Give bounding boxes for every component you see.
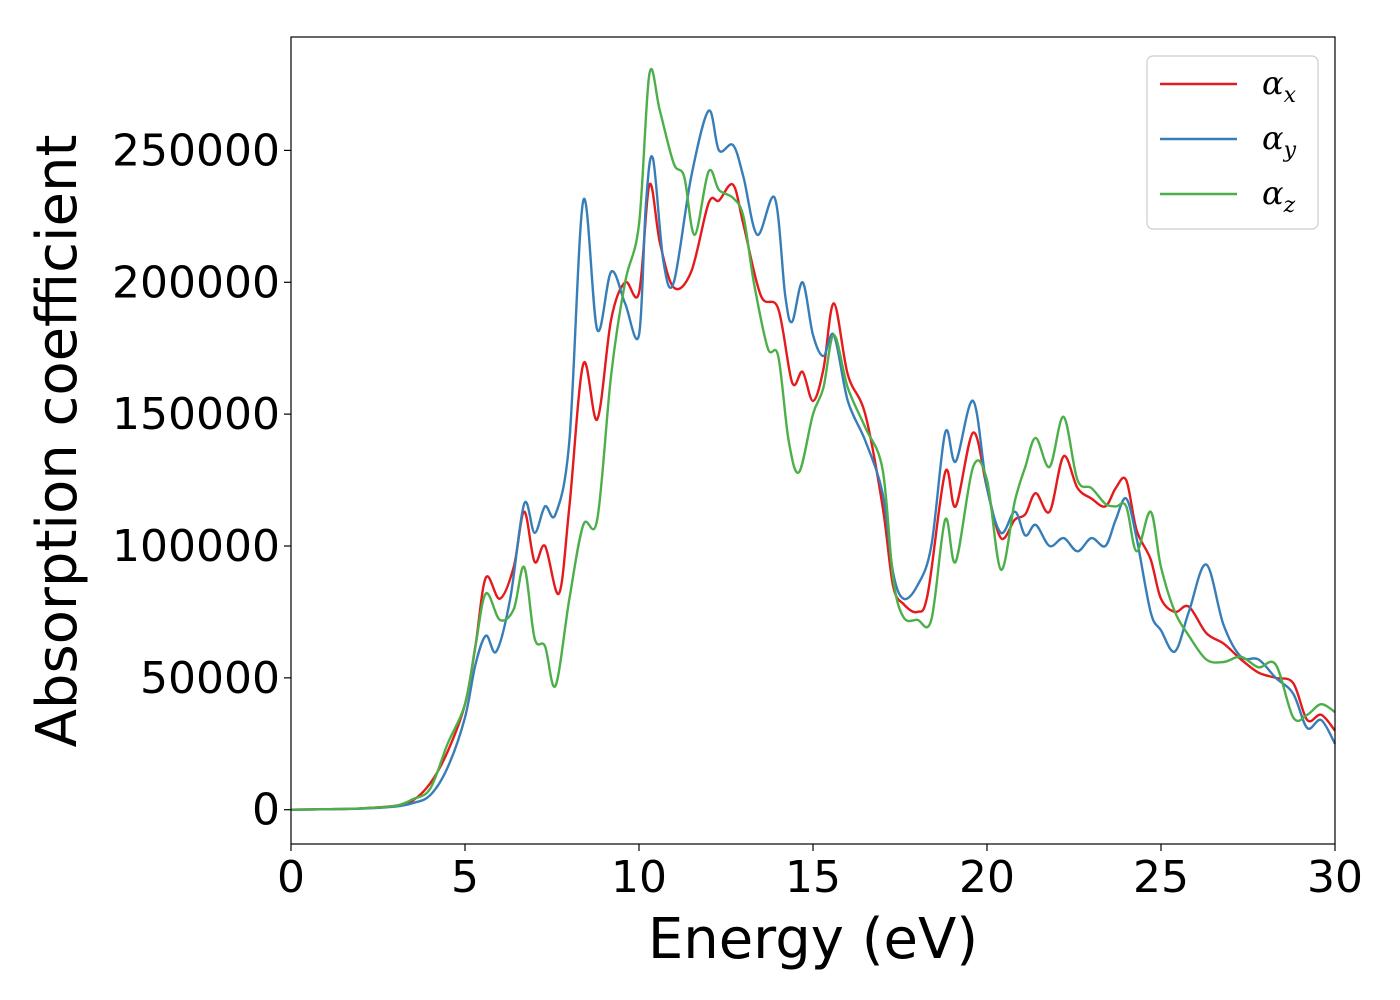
y-tick-label: 50000 xyxy=(140,653,280,704)
legend-label-x: αx xyxy=(1262,64,1297,108)
legend-label-y: αy xyxy=(1262,119,1297,163)
series-layer xyxy=(290,68,1337,811)
legend-items: αx αy αz xyxy=(1160,64,1297,218)
x-axis-ticks: 0 5 10 15 20 25 30 xyxy=(277,844,1363,903)
series-line-x xyxy=(290,182,1336,811)
series-line-z xyxy=(290,68,1336,811)
series-line-y xyxy=(290,109,1337,811)
x-tick-label: 30 xyxy=(1307,852,1363,903)
y-tick-label: 150000 xyxy=(112,389,280,440)
y-tick-label: 100000 xyxy=(112,521,280,572)
y-tick-label: 0 xyxy=(252,785,280,836)
y-tick-label: 200000 xyxy=(112,257,280,308)
legend-box xyxy=(1146,55,1319,230)
x-tick-label: 15 xyxy=(785,852,841,903)
x-tick-label: 0 xyxy=(277,852,305,903)
y-tick-label: 250000 xyxy=(112,125,280,176)
x-tick-label: 10 xyxy=(611,852,667,903)
y-axis-ticks: 0 50000 100000 150000 200000 250000 xyxy=(112,125,291,836)
x-tick-label: 20 xyxy=(959,852,1015,903)
x-axis-label: Energy (eV) xyxy=(648,907,978,972)
legend-label-z: αz xyxy=(1262,174,1296,218)
x-tick-label: 25 xyxy=(1133,852,1189,903)
x-tick-label: 5 xyxy=(451,852,479,903)
legend: αx αy αz xyxy=(1146,55,1319,230)
y-axis-label: Absorption coefficient xyxy=(25,135,90,748)
